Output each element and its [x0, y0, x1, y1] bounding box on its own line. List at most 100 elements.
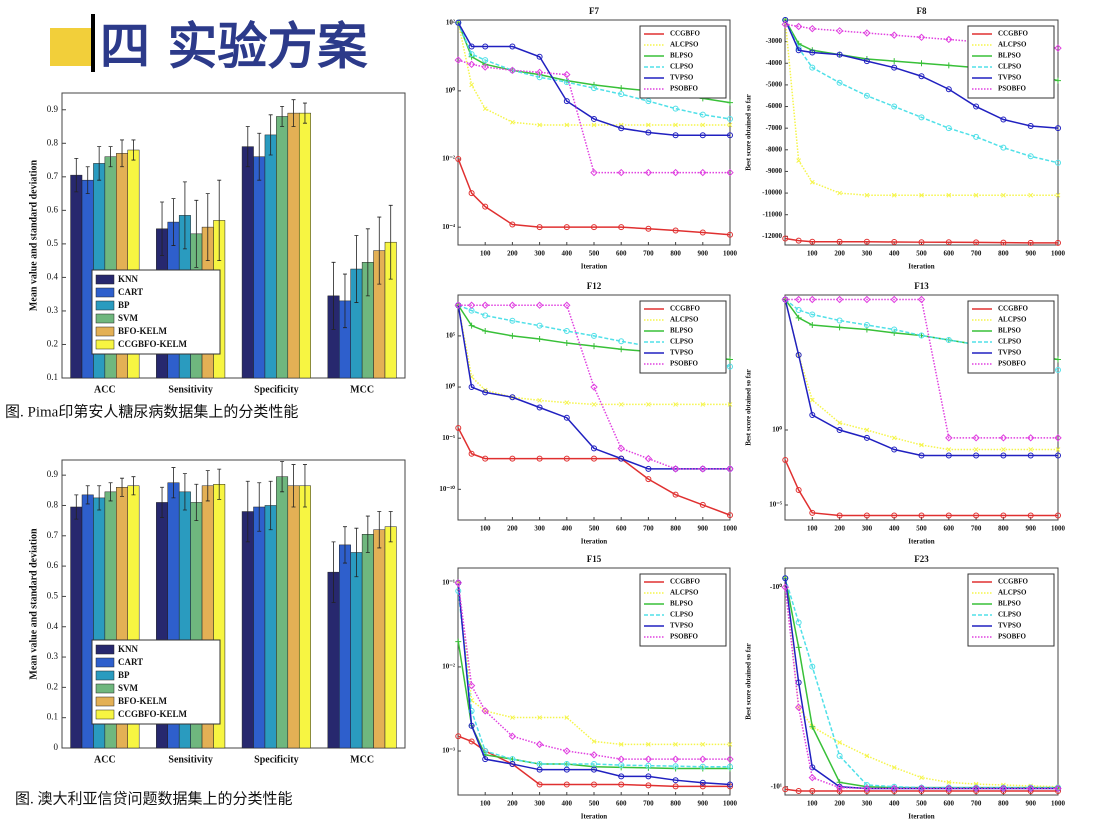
legend-label: ALCPSO: [670, 41, 699, 49]
marker: [1055, 452, 1061, 459]
series-line: [457, 305, 730, 406]
x-tick-label: 800: [998, 250, 1009, 258]
marker: [836, 51, 843, 58]
x-tick-label: 600: [944, 250, 955, 258]
marker: [864, 427, 870, 433]
x-axis-label: Iteration: [581, 813, 608, 821]
x-axis-label: Iteration: [908, 538, 935, 546]
marker: [563, 781, 570, 788]
marker: [536, 455, 543, 462]
caption: 图. Pima印第安人糖尿病数据集上的分类性能: [5, 402, 298, 420]
marker: [809, 311, 816, 318]
marker: [863, 434, 870, 441]
marker: [836, 324, 843, 331]
marker: [945, 239, 952, 246]
marker: [590, 751, 598, 759]
marker: [618, 402, 624, 407]
y-tick-label: -11000: [763, 210, 783, 218]
x-tick-label: MCC: [350, 384, 374, 395]
error-bar: [257, 132, 262, 181]
y-tick-label: -9000: [766, 167, 783, 175]
marker: [468, 450, 475, 457]
error-bar: [108, 482, 113, 502]
series-line: [457, 590, 730, 768]
marker: [1000, 452, 1007, 459]
marker: [591, 115, 597, 122]
x-tick-label: 800: [998, 525, 1009, 533]
axes: [61, 459, 406, 749]
marker: [726, 755, 734, 763]
marker: [699, 783, 706, 790]
bar: [276, 116, 289, 379]
marker: [809, 787, 816, 794]
bar: [241, 146, 254, 379]
marker: [700, 742, 706, 747]
y-tick-label: 0.7: [47, 530, 59, 540]
marker: [699, 229, 706, 236]
marker: [890, 295, 898, 304]
marker: [973, 447, 979, 452]
y-tick-label: 0.3: [47, 305, 59, 315]
marker: [591, 445, 597, 452]
marker: [644, 454, 653, 463]
bar: [339, 544, 351, 749]
error-bar: [171, 198, 176, 246]
marker: [863, 58, 870, 65]
marker: [672, 491, 679, 498]
marker: [536, 761, 543, 768]
marker: [945, 434, 953, 442]
marker: [999, 434, 1008, 442]
marker: [645, 782, 652, 789]
x-tick-label: 500: [916, 250, 927, 258]
chart-title: F23: [914, 554, 929, 564]
error-bar: [291, 99, 296, 127]
y-tick-label: 10⁻¹: [442, 578, 455, 586]
marker: [509, 221, 516, 228]
marker: [891, 783, 898, 790]
legend-swatch: [95, 657, 115, 668]
marker: [509, 332, 516, 339]
legend-label: CCGBFO-KELM: [118, 709, 188, 719]
x-tick-label: 300: [862, 800, 873, 808]
marker: [536, 766, 543, 773]
x-tick-label: 400: [889, 250, 900, 258]
marker: [795, 237, 802, 244]
marker: [727, 122, 733, 128]
legend-swatch: [95, 696, 115, 707]
marker: [644, 755, 653, 763]
legend-swatch: [95, 339, 115, 350]
x-tick-label: 1000: [723, 800, 738, 808]
x-tick-label: 500: [589, 525, 600, 533]
marker: [1055, 192, 1061, 198]
legend-label: CLPSO: [670, 338, 694, 346]
legend-box: [639, 573, 727, 647]
marker: [727, 115, 733, 122]
legend-label: CART: [118, 287, 143, 297]
marker: [673, 122, 678, 128]
error-bar: [182, 181, 187, 250]
marker: [564, 400, 570, 405]
legend-label: CCGBFO: [670, 578, 701, 586]
marker: [795, 314, 802, 321]
x-tick-label: 200: [507, 800, 518, 808]
marker: [836, 787, 843, 794]
y-tick-label: 0.4: [47, 621, 59, 631]
marker: [455, 19, 462, 26]
marker: [591, 766, 597, 773]
x-axis-label: Iteration: [581, 263, 608, 271]
legend-label: ALCPSO: [998, 316, 1027, 324]
marker: [809, 412, 816, 418]
bar: [298, 112, 311, 379]
marker: [468, 722, 475, 729]
x-tick-label: 300: [534, 800, 545, 808]
error-bar: [217, 468, 222, 500]
legend-box: [639, 25, 727, 99]
marker: [727, 356, 733, 363]
legend-label: TVPSO: [670, 74, 694, 82]
legend-box: [967, 573, 1055, 647]
marker: [864, 753, 870, 759]
marker: [591, 402, 597, 407]
marker: [864, 192, 870, 198]
marker: [591, 781, 597, 788]
marker: [510, 715, 515, 720]
